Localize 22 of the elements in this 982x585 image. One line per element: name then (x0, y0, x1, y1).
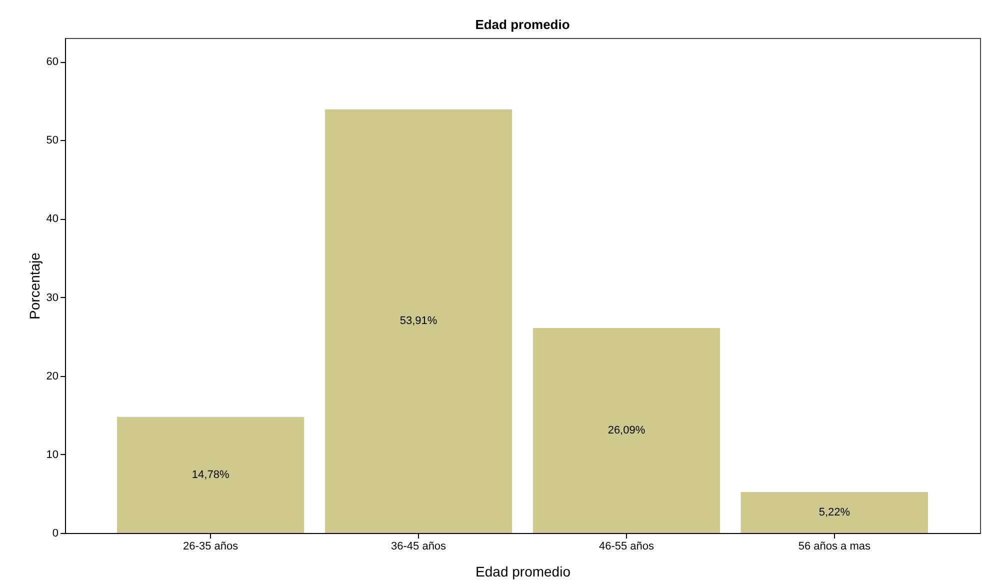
y-tick-label: 60 (46, 56, 58, 68)
y-tick-label: 40 (46, 213, 58, 226)
x-tick-label: 26-35 años (183, 540, 239, 552)
x-tick-label: 56 años a mas (798, 540, 872, 552)
y-tick-label: 30 (46, 292, 58, 304)
y-tick-label: 10 (46, 448, 58, 461)
data-label: 53,91% (400, 315, 438, 328)
bar (116, 416, 304, 533)
y-tick-label: 50 (46, 134, 58, 147)
x-axis-title: Edad promedio (476, 564, 571, 580)
x-tick-label: 36-45 años (391, 540, 447, 552)
bar (740, 492, 928, 533)
y-tick-label: 20 (46, 370, 58, 382)
x-tick-label: 46-55 años (598, 540, 654, 552)
data-label: 14,78% (192, 468, 230, 481)
bar (324, 109, 512, 533)
data-label: 5,22% (818, 506, 850, 518)
chart-title: Edad promedio (475, 17, 570, 32)
data-label: 26,09% (608, 424, 646, 437)
y-tick-label: 0 (52, 528, 58, 540)
y-axis-title: Porcentaje (26, 252, 42, 320)
bar (532, 328, 720, 533)
